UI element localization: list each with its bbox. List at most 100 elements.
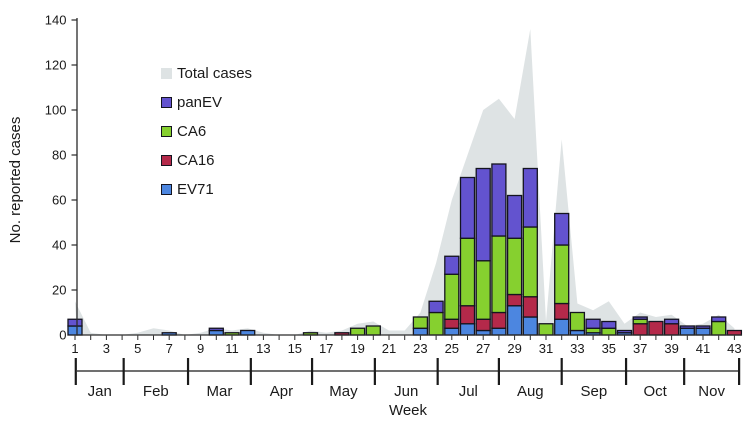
x-axis-title: Week (389, 402, 428, 419)
bar-w25-ev71 (444, 327, 460, 336)
bar-w29-panev (506, 194, 523, 239)
bar-w31-ca6 (538, 323, 554, 336)
bar-w26-panev (459, 176, 476, 239)
bar-w39-panev (663, 318, 680, 325)
x-tick-label: 9 (197, 341, 204, 356)
x-tick-label: 27 (476, 341, 490, 356)
month-label-jan: Jan (88, 383, 112, 400)
legend-item-ca16: CA16 (161, 146, 252, 175)
x-tick-label: 1 (71, 341, 78, 356)
x-tick-label: 5 (134, 341, 141, 356)
legend-swatch-panev (161, 97, 172, 108)
x-tick-label: 23 (413, 341, 427, 356)
bar-w37-ca16 (632, 323, 648, 336)
bar-w42-ca6 (711, 320, 727, 336)
month-label-feb: Feb (143, 383, 169, 400)
bar-w30-panev (522, 167, 538, 228)
stacked-bars-layer (67, 163, 743, 336)
month-label-apr: Apr (270, 383, 293, 400)
bar-w41-panev (695, 325, 711, 329)
x-tick-label: 25 (445, 341, 459, 356)
bar-w35-ca6 (601, 327, 617, 336)
bar-w26-ev71 (459, 323, 476, 336)
total-cases-area-layer (75, 29, 735, 335)
bar-w36-panev (616, 329, 633, 334)
bar-w43-ca16 (726, 329, 743, 336)
bar-w23-ca6 (412, 316, 429, 329)
bar-w37-panev (632, 316, 648, 320)
legend-label: EV71 (177, 181, 214, 198)
bar-w10-panev (208, 327, 224, 332)
legend: Total cases panEV CA6 CA16 EV71 (161, 59, 252, 204)
legend-item-ev71: EV71 (161, 175, 252, 204)
bar-w35-panev (601, 320, 617, 329)
y-tick-label: 20 (52, 283, 66, 298)
bar-w32-ev71 (554, 318, 570, 336)
legend-label: CA16 (177, 152, 215, 169)
bar-w19-ca6 (349, 327, 366, 336)
y-tick-label: 100 (45, 103, 67, 118)
legend-item-panev: panEV (161, 88, 252, 117)
x-tick-label: 21 (382, 341, 396, 356)
bar-w10-ev71 (208, 329, 224, 336)
bar-w32-ca16 (554, 302, 570, 320)
bar-w28-ca16 (491, 311, 507, 329)
month-label-aug: Aug (517, 383, 544, 400)
bar-w29-ca6 (506, 237, 523, 296)
bar-w39-ca16 (663, 323, 680, 336)
month-label-mar: Mar (207, 383, 233, 400)
legend-item-ca6: CA6 (161, 117, 252, 146)
month-label-may: May (329, 383, 358, 400)
bar-w26-ca6 (459, 237, 476, 307)
bar-w37-ca6 (632, 318, 648, 325)
legend-swatch-total-cases (161, 68, 172, 79)
y-tick-label: 120 (45, 58, 67, 73)
x-tick-label: 29 (507, 341, 521, 356)
bar-w12-ev71 (240, 329, 256, 336)
bar-w29-ca16 (506, 293, 523, 307)
bar-w1-ev71 (67, 325, 83, 336)
legend-swatch-ca6 (161, 126, 172, 137)
bar-w40-panev (679, 325, 695, 329)
x-tick-label: 7 (166, 341, 173, 356)
legend-label: panEV (177, 94, 223, 111)
bar-w25-panev (444, 255, 460, 275)
x-tick-label: 11 (225, 341, 239, 356)
bar-w23-ev71 (412, 327, 429, 336)
month-label-nov: Nov (698, 383, 725, 400)
y-tick-label: 140 (45, 13, 67, 28)
legend-item-total-cases: Total cases (161, 59, 252, 88)
bar-w41-ev71 (695, 327, 711, 336)
y-tick-label: 80 (52, 148, 66, 163)
bar-w34-panev (585, 318, 601, 329)
total-cases-area (75, 29, 735, 335)
legend-label: CA6 (177, 123, 207, 140)
bar-w27-panev (475, 167, 491, 262)
x-tick-label: 17 (319, 341, 333, 356)
bar-w26-ca16 (459, 305, 476, 325)
bar-w25-ca6 (444, 273, 460, 320)
bar-w30-ca16 (522, 296, 538, 318)
month-label-sep: Sep (581, 383, 608, 400)
month-label-oct: Oct (643, 383, 667, 400)
x-tick-label: 41 (696, 341, 710, 356)
bar-w30-ca6 (522, 226, 538, 298)
bar-w32-panev (554, 212, 570, 246)
x-tick-label: 33 (570, 341, 584, 356)
bar-w28-ev71 (491, 327, 507, 336)
bar-w32-ca6 (554, 244, 570, 305)
bar-w30-ev71 (522, 316, 538, 336)
legend-swatch-ev71 (161, 184, 172, 195)
y-tick-label: 60 (52, 193, 66, 208)
x-tick-label: 31 (539, 341, 553, 356)
bar-w27-ca6 (475, 260, 491, 320)
y-tick-label: 40 (52, 238, 66, 253)
x-tick-label: 3 (103, 341, 110, 356)
bar-w28-ca6 (491, 235, 507, 314)
x-tick-label: 13 (256, 341, 270, 356)
x-tick-label: 35 (602, 341, 616, 356)
x-tick-label: 19 (350, 341, 364, 356)
bar-w38-ca16 (648, 320, 664, 336)
